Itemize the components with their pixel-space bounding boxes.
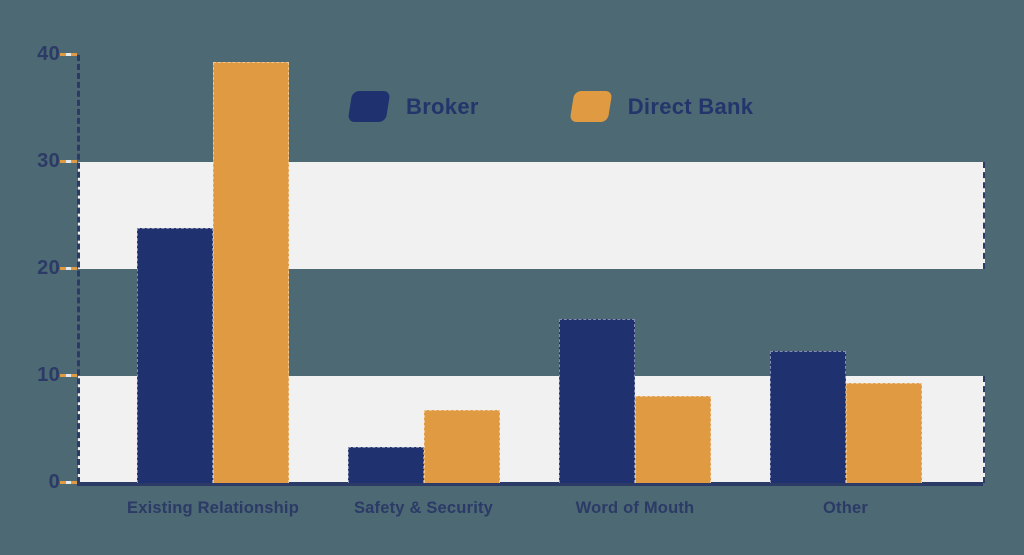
bar-direct-bank-other — [845, 383, 922, 483]
y-tick-label-20: 20 — [37, 257, 60, 280]
broker-swatch-icon — [347, 91, 391, 122]
x-category-label-existing-relationship: Existing Relationship — [127, 499, 299, 517]
legend-item-broker: Broker — [347, 91, 479, 122]
x-axis-line — [77, 481, 983, 486]
y-tick-mark-30 — [60, 160, 77, 163]
legend-label-broker: Broker — [406, 94, 479, 119]
bar-broker-safety-security — [347, 446, 424, 483]
legend-item-direct-bank: Direct Bank — [569, 91, 754, 122]
y-tick-dash-30 — [60, 160, 77, 163]
bar-direct-bank-word-of-mouth — [635, 396, 711, 483]
bar-direct-bank-existing-relationship — [213, 62, 289, 483]
bar-broker-other — [769, 351, 846, 483]
y-tick-mark-0 — [60, 481, 77, 484]
y-tick-mark-20 — [60, 267, 77, 270]
direct-bank-swatch-icon — [569, 91, 613, 122]
y-tick-label-40: 40 — [37, 43, 60, 66]
bar-broker-existing-relationship — [137, 228, 213, 483]
legend: Broker Direct Bank — [347, 91, 754, 122]
bar-broker-word-of-mouth — [559, 319, 635, 483]
x-category-label-other: Other — [822, 499, 869, 517]
y-tick-mark-40 — [60, 53, 77, 56]
y-tick-dash-20 — [60, 267, 77, 270]
y-tick-label-30: 30 — [37, 150, 60, 173]
x-category-label-word-of-mouth: Word of Mouth — [575, 499, 695, 517]
y-tick-dash-10 — [60, 374, 77, 377]
y-tick-dash-0 — [60, 481, 77, 484]
y-tick-dash-40 — [60, 53, 77, 56]
y-tick-label-10: 10 — [37, 364, 60, 387]
y-tick-mark-10 — [60, 374, 77, 377]
x-category-label-safety-security: Safety & Security — [353, 499, 494, 517]
legend-label-direct-bank: Direct Bank — [627, 94, 754, 119]
bar-direct-bank-safety-security — [423, 410, 500, 483]
y-axis-line — [77, 55, 80, 483]
y-tick-label-0: 0 — [48, 471, 60, 494]
